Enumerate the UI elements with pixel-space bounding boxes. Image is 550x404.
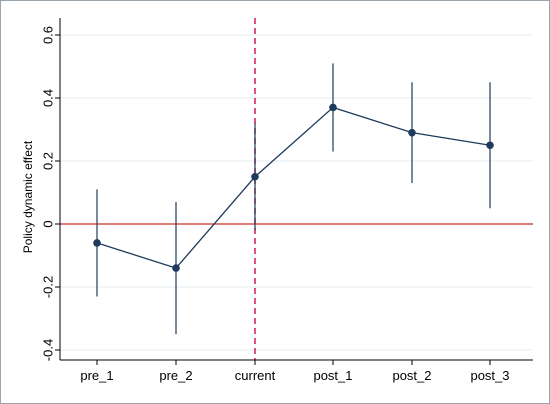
- x-tick-label-current: current: [235, 368, 276, 383]
- x-tick-label-post_2: post_2: [392, 368, 431, 383]
- data-point-post_2: [408, 128, 416, 137]
- data-point-current: [251, 172, 259, 181]
- y-tick-label-1: -0.2: [41, 276, 56, 298]
- y-tick-label-4: 0.4: [41, 89, 56, 107]
- y-tick-label-2: 0: [41, 220, 56, 227]
- y-tick-label-0: -0.4: [41, 339, 56, 361]
- x-tick-label-pre_2: pre_2: [159, 368, 192, 383]
- data-point-post_3: [486, 141, 494, 150]
- tick-labels: -0.4 -0.2 0 0.2 0.4 0.6 pre_1 pre_2 current post_…: [41, 26, 510, 383]
- y-tick-label-3: 0.2: [41, 152, 56, 170]
- x-tick-label-post_1: post_1: [313, 368, 352, 383]
- y-axis-title: Policy dynamic effect: [21, 140, 35, 253]
- data-point-pre_2: [172, 264, 180, 272]
- axes: [55, 18, 533, 365]
- data-points: [93, 103, 494, 272]
- y-tick-label-5: 0.6: [41, 26, 56, 44]
- series-line: [96, 106, 491, 269]
- x-tick-label-pre_1: pre_1: [80, 368, 113, 383]
- data-point-post_1: [329, 103, 337, 112]
- data-point-pre_1: [93, 239, 101, 247]
- x-tick-label-post_3: post_3: [470, 368, 509, 383]
- series-polyline: [96, 106, 491, 269]
